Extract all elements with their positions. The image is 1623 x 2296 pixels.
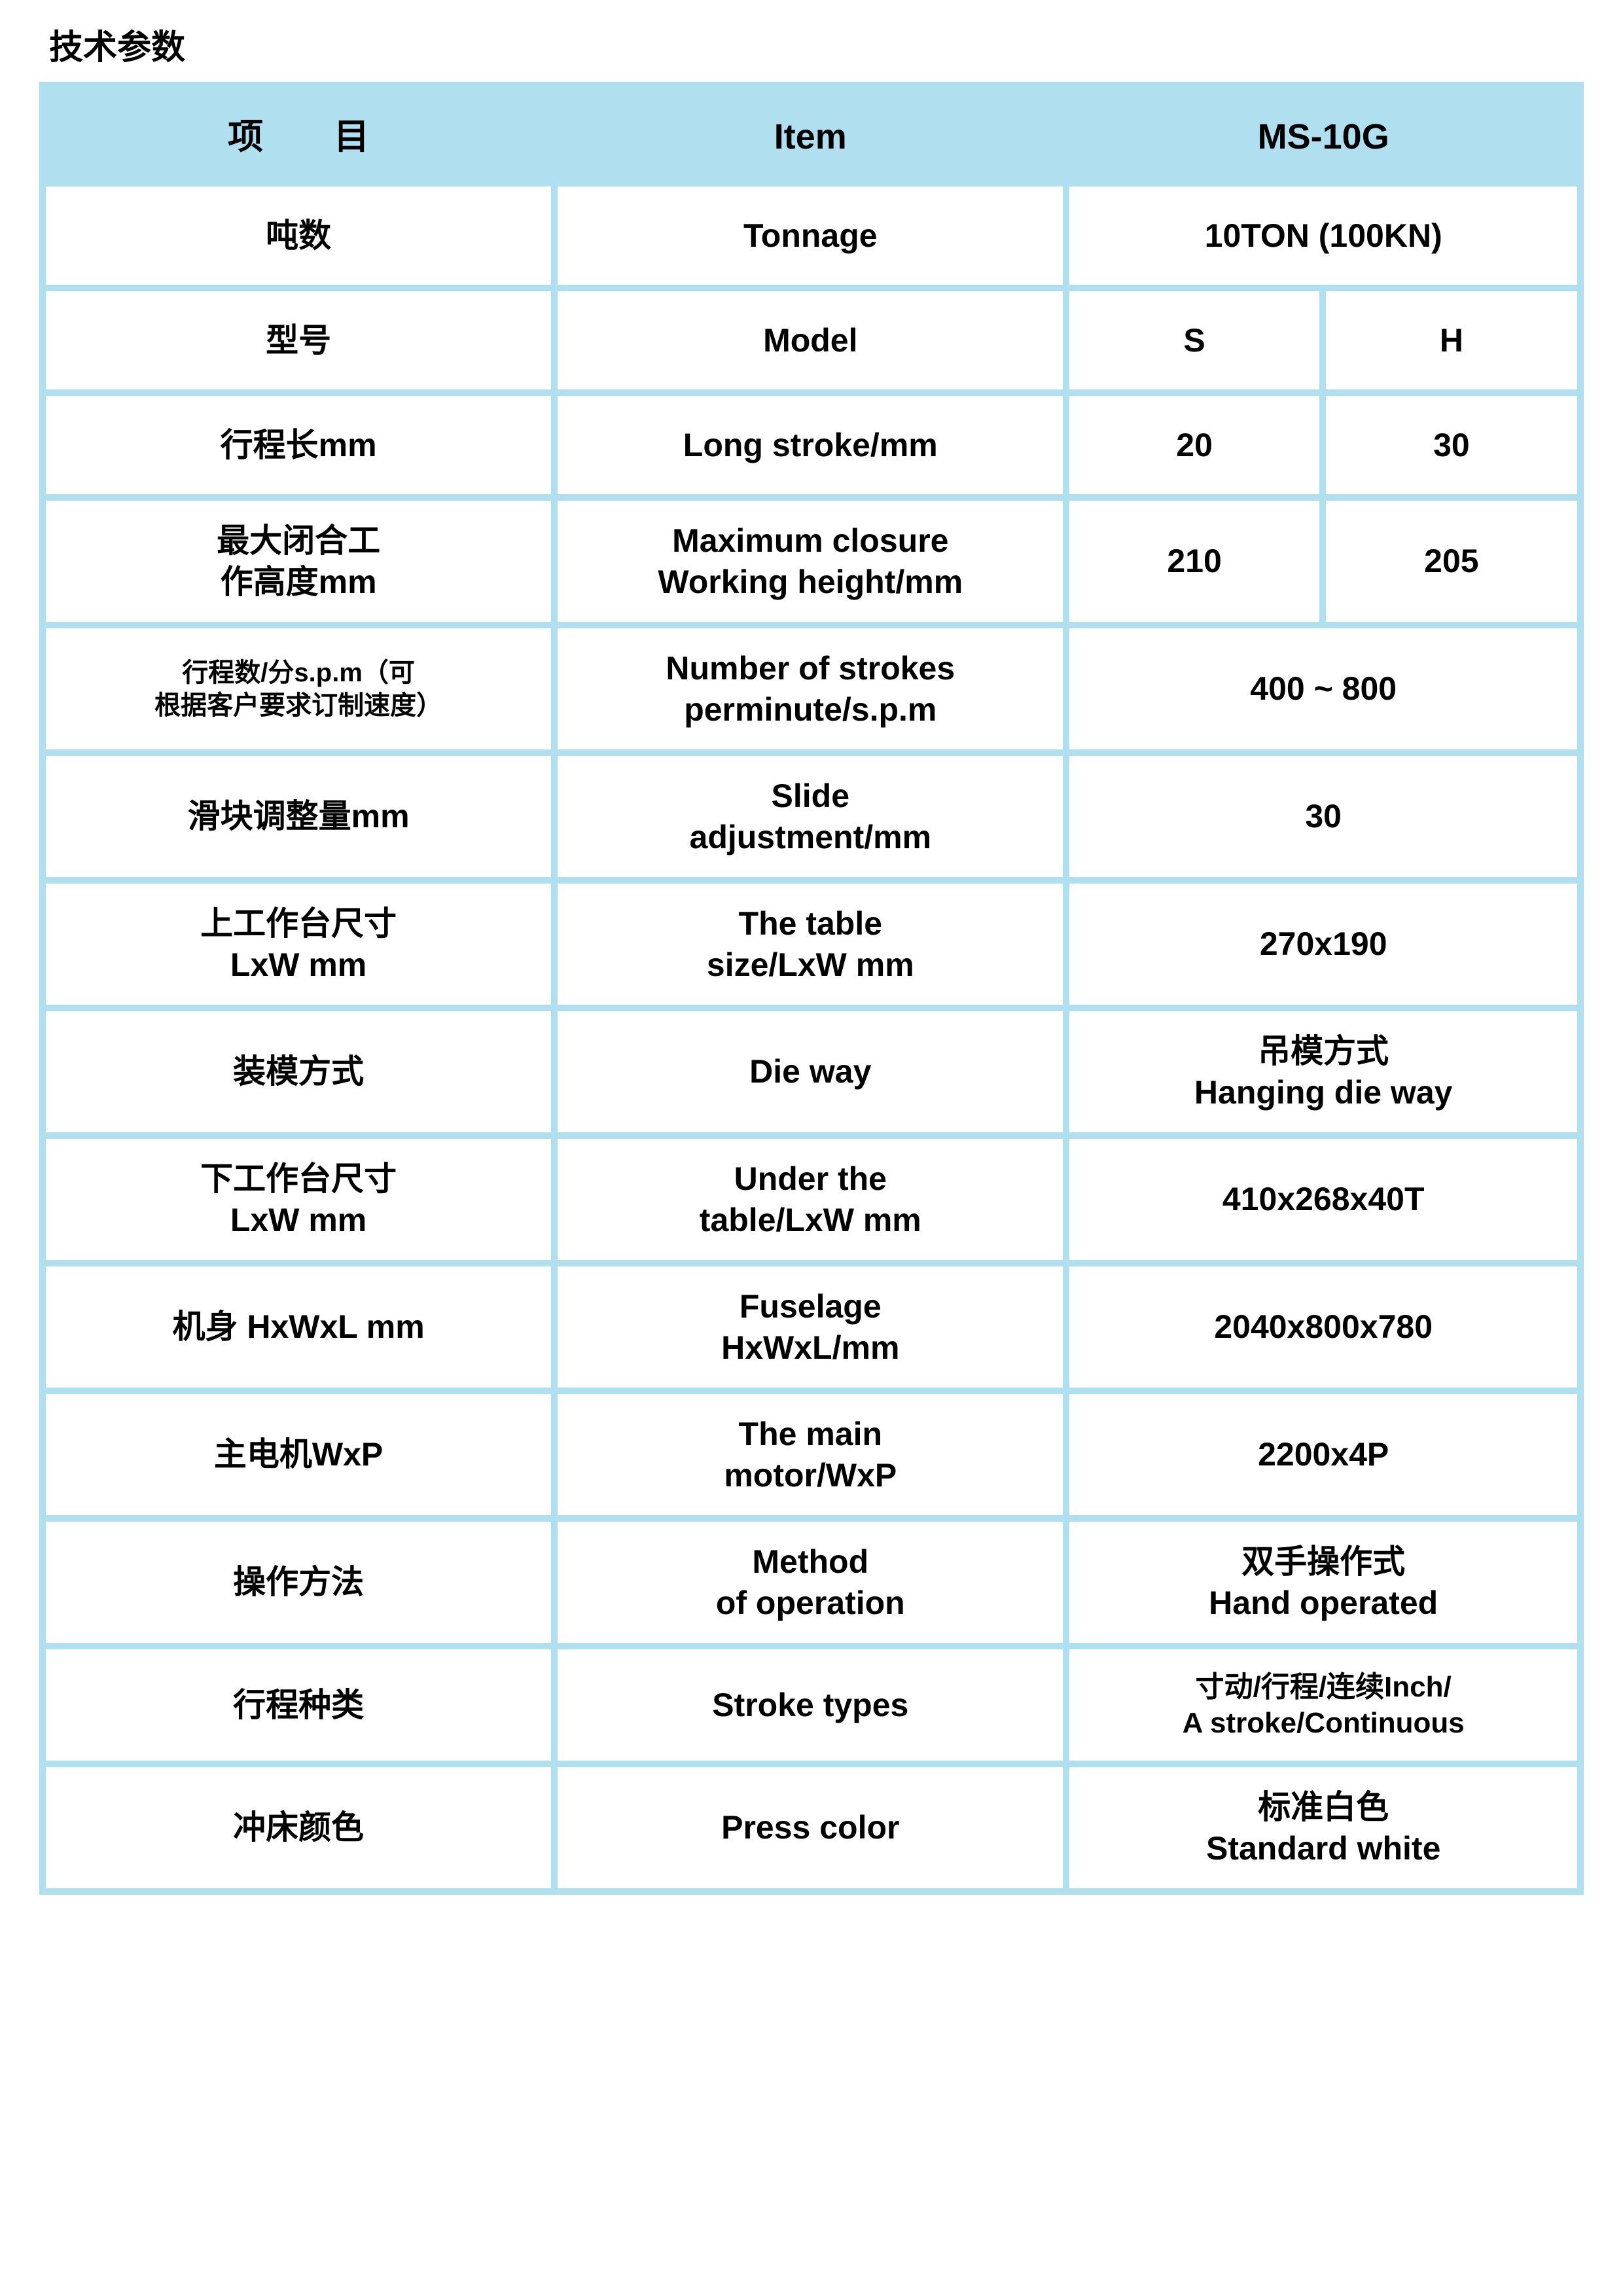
cell-val: 400 ~ 800 bbox=[1069, 628, 1577, 749]
cell-val: 寸动/行程/连续Inch/ A stroke/Continuous bbox=[1069, 1649, 1577, 1761]
cell-en: The table size/LxW mm bbox=[558, 884, 1063, 1005]
cell-en: Method of operation bbox=[558, 1522, 1063, 1643]
table-row: 装模方式Die way吊模方式 Hanging die way bbox=[46, 1011, 1577, 1132]
table-row: 行程长mmLong stroke/mm2030 bbox=[46, 396, 1577, 494]
header-col-en: Item bbox=[558, 88, 1063, 187]
table-row: 操作方法Method of operation双手操作式 Hand operat… bbox=[46, 1522, 1577, 1643]
table-row: 下工作台尺寸 LxW mmUnder the table/LxW mm410x2… bbox=[46, 1139, 1577, 1260]
cell-en: Tonnage bbox=[558, 187, 1063, 285]
cell-en: Model bbox=[558, 291, 1063, 389]
cell-zh: 冲床颜色 bbox=[46, 1767, 551, 1888]
table-row: 冲床颜色Press color标准白色 Standard white bbox=[46, 1767, 1577, 1888]
cell-val: 30 bbox=[1069, 756, 1577, 877]
table-row: 型号ModelSH bbox=[46, 291, 1577, 389]
cell-val-h: 30 bbox=[1326, 396, 1577, 494]
cell-val: 410x268x40T bbox=[1069, 1139, 1577, 1260]
header-col-zh: 项 目 bbox=[46, 88, 551, 187]
table-row: 机身 HxWxL mmFuselage HxWxL/mm2040x800x780 bbox=[46, 1266, 1577, 1388]
cell-val: 270x190 bbox=[1069, 884, 1577, 1005]
table-row: 滑块调整量mmSlide adjustment/mm30 bbox=[46, 756, 1577, 877]
header-col-model: MS-10G bbox=[1069, 88, 1577, 187]
cell-zh: 最大闭合工 作高度mm bbox=[46, 501, 551, 622]
cell-zh: 主电机WxP bbox=[46, 1394, 551, 1515]
cell-zh: 滑块调整量mm bbox=[46, 756, 551, 877]
cell-val: 标准白色 Standard white bbox=[1069, 1767, 1577, 1888]
cell-zh: 上工作台尺寸 LxW mm bbox=[46, 884, 551, 1005]
cell-en: Number of strokes perminute/s.p.m bbox=[558, 628, 1063, 749]
cell-val: 2040x800x780 bbox=[1069, 1266, 1577, 1388]
cell-en: Stroke types bbox=[558, 1649, 1063, 1761]
cell-zh: 吨数 bbox=[46, 187, 551, 285]
table-row: 行程种类Stroke types寸动/行程/连续Inch/ A stroke/C… bbox=[46, 1649, 1577, 1761]
cell-zh: 下工作台尺寸 LxW mm bbox=[46, 1139, 551, 1260]
cell-val: 吊模方式 Hanging die way bbox=[1069, 1011, 1577, 1132]
page-title: 技术参数 bbox=[39, 20, 1584, 69]
table-row: 最大闭合工 作高度mmMaximum closure Working heigh… bbox=[46, 501, 1577, 622]
cell-val-h: 205 bbox=[1326, 501, 1577, 622]
cell-val: 2200x4P bbox=[1069, 1394, 1577, 1515]
cell-en: Fuselage HxWxL/mm bbox=[558, 1266, 1063, 1388]
cell-en: Long stroke/mm bbox=[558, 396, 1063, 494]
table-header-row: 项 目 Item MS-10G bbox=[46, 88, 1577, 187]
cell-en: Slide adjustment/mm bbox=[558, 756, 1063, 877]
cell-en: The main motor/WxP bbox=[558, 1394, 1063, 1515]
table-row: 上工作台尺寸 LxW mmThe table size/LxW mm270x19… bbox=[46, 884, 1577, 1005]
cell-zh: 行程数/分s.p.m（可 根据客户要求订制速度） bbox=[46, 628, 551, 749]
cell-val-s: 210 bbox=[1069, 501, 1319, 622]
cell-zh: 机身 HxWxL mm bbox=[46, 1266, 551, 1388]
cell-en: Die way bbox=[558, 1011, 1063, 1132]
cell-en: Under the table/LxW mm bbox=[558, 1139, 1063, 1260]
cell-val: 10TON (100KN) bbox=[1069, 187, 1577, 285]
cell-zh: 行程长mm bbox=[46, 396, 551, 494]
table-row: 行程数/分s.p.m（可 根据客户要求订制速度）Number of stroke… bbox=[46, 628, 1577, 749]
cell-zh: 装模方式 bbox=[46, 1011, 551, 1132]
table-row: 吨数Tonnage10TON (100KN) bbox=[46, 187, 1577, 285]
cell-zh: 行程种类 bbox=[46, 1649, 551, 1761]
cell-val-s: 20 bbox=[1069, 396, 1319, 494]
cell-en: Press color bbox=[558, 1767, 1063, 1888]
table-row: 主电机WxPThe main motor/WxP2200x4P bbox=[46, 1394, 1577, 1515]
spec-table: 项 目 Item MS-10G 吨数Tonnage10TON (100KN)型号… bbox=[39, 82, 1584, 1895]
cell-zh: 型号 bbox=[46, 291, 551, 389]
cell-zh: 操作方法 bbox=[46, 1522, 551, 1643]
cell-val: 双手操作式 Hand operated bbox=[1069, 1522, 1577, 1643]
cell-val-h: H bbox=[1326, 291, 1577, 389]
cell-val-s: S bbox=[1069, 291, 1319, 389]
cell-en: Maximum closure Working height/mm bbox=[558, 501, 1063, 622]
